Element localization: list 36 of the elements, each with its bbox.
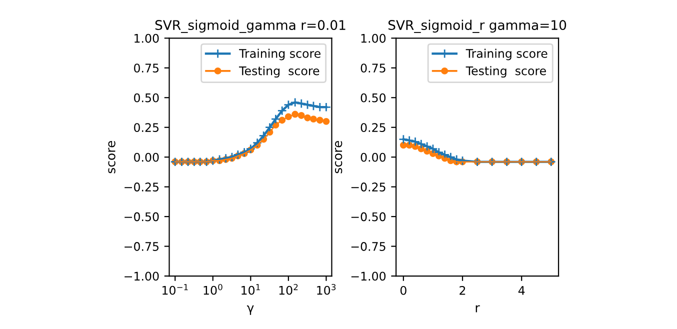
y-tick-label: 0.50 [360, 93, 386, 102]
y-tick-label: 1.00 [134, 34, 159, 43]
x-tick-label: 2 [460, 286, 466, 295]
y-tick-label: 0.00 [360, 152, 386, 162]
x-tick-label: 10$^{1}$ [242, 284, 260, 295]
x-tick-label: 10$^{−1}$ [162, 284, 188, 295]
y-tick-label: 0.25 [360, 123, 386, 132]
chart-title: SVR_sigmoid_gamma r=0.01 [155, 20, 346, 33]
x-tick-label: 10$^{2}$ [279, 284, 298, 295]
y-tick-label: 1.00 [361, 34, 386, 43]
y-tick-label: −0.50 [124, 212, 159, 222]
y-axis-title: score [108, 140, 116, 174]
x-tick-label: 4 [518, 286, 525, 295]
y-axis-title: score [334, 140, 342, 174]
x-axis-title: γ [246, 305, 254, 315]
y-tick-label: −1.00 [124, 272, 159, 281]
x-axis-title: r [476, 305, 480, 312]
y-tick-label: −0.50 [351, 212, 386, 222]
x-tick-label: 10$^{3}$ [317, 284, 336, 295]
y-tick-label: 0.75 [134, 64, 158, 73]
chart-title: SVR_sigmoid_r gamma=10 [388, 20, 566, 33]
y-tick-label: −1.00 [351, 272, 386, 281]
y-tick-label: 0.75 [360, 64, 386, 73]
y-tick-label: 0.00 [134, 152, 159, 162]
y-tick-label: 0.50 [134, 93, 159, 102]
y-tick-label: 0.25 [134, 123, 158, 132]
x-tick-label: 0 [400, 286, 406, 295]
legend-label: Training score [466, 48, 548, 60]
y-tick-label: −0.75 [124, 242, 158, 251]
legend-label: Testing score [466, 66, 546, 78]
y-tick-label: −0.25 [124, 182, 158, 192]
y-tick-label: −0.75 [351, 242, 386, 251]
legend-label: Testing score [239, 66, 320, 78]
y-tick-label: −0.25 [351, 182, 386, 192]
legend-label: Training score [239, 48, 320, 60]
x-tick-label: 10$^{0}$ [204, 284, 222, 295]
